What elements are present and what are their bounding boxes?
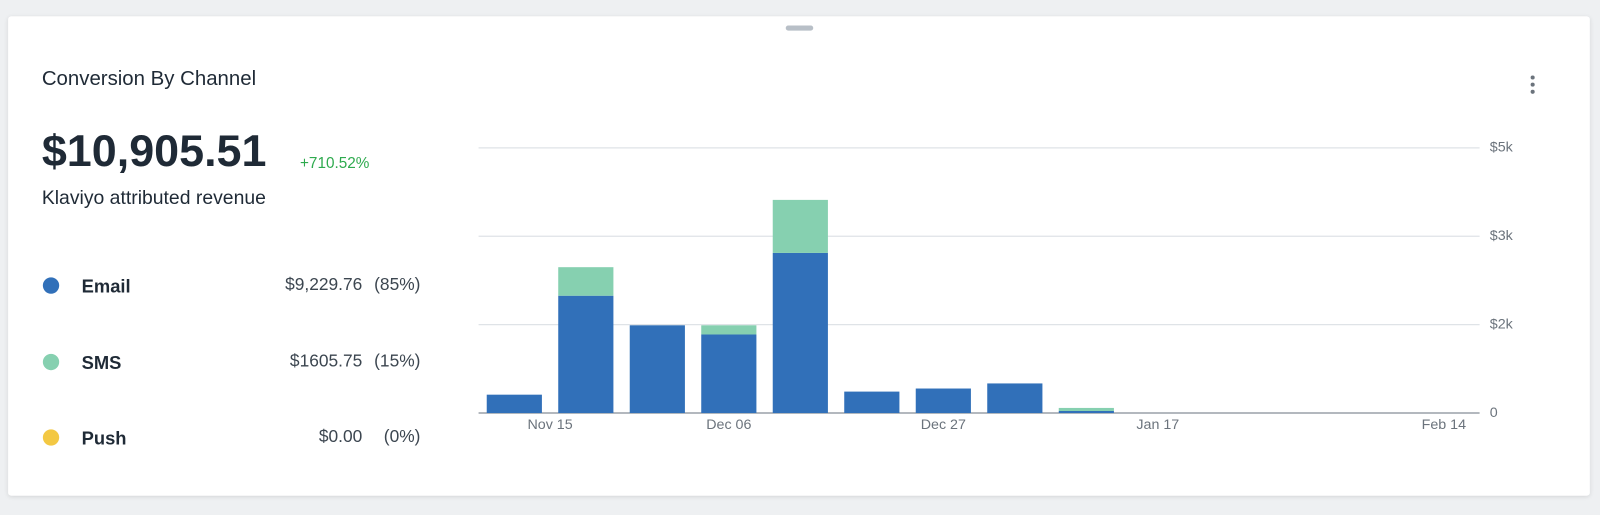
bar-segment xyxy=(844,391,900,414)
legend-name: SMS xyxy=(82,352,122,373)
legend-name: Push xyxy=(82,427,127,448)
channel-share: (85%) xyxy=(374,274,420,294)
bar-segment xyxy=(1058,407,1114,412)
channel-amount: $0.00 xyxy=(319,426,362,446)
bar-segment xyxy=(772,199,828,253)
y-tick-label: 0 xyxy=(1490,405,1498,421)
bar-segment xyxy=(629,325,685,414)
bar-segment xyxy=(558,295,614,414)
x-tick-label: Dec 27 xyxy=(921,417,966,433)
x-tick-label: Nov 15 xyxy=(527,417,572,433)
card-title: Conversion By Channel xyxy=(42,68,256,90)
total-revenue: $10,905.51 xyxy=(42,125,267,176)
bar-segment xyxy=(701,334,757,414)
channel-amount: $9,229.76 xyxy=(285,274,362,294)
legend-dot xyxy=(42,429,60,446)
channel-amount: $1605.75 xyxy=(290,351,362,371)
bar-segment xyxy=(1058,411,1114,414)
bar-segment xyxy=(558,267,614,296)
bar-segment xyxy=(987,383,1043,414)
more-menu[interactable] xyxy=(1530,75,1535,94)
y-tick-label: $5k xyxy=(1490,140,1514,156)
channel-share: (15%) xyxy=(374,351,420,371)
legend-dot xyxy=(42,353,60,371)
legend-name: Email xyxy=(82,275,131,296)
y-tick-label: $3k xyxy=(1490,228,1514,244)
y-tick-label: $2k xyxy=(1490,316,1514,332)
bar-segment xyxy=(772,252,828,414)
legend-dot xyxy=(42,277,60,294)
bar-segment xyxy=(486,394,542,414)
menu-dot xyxy=(1530,82,1535,87)
x-tick-label: Jan 17 xyxy=(1136,417,1179,433)
x-tick-label: Dec 06 xyxy=(706,417,751,433)
x-tick-label: Feb 14 xyxy=(1422,417,1466,433)
change-percent: +710.52% xyxy=(300,155,370,172)
menu-dot xyxy=(1530,89,1535,94)
bar-segment xyxy=(915,388,971,414)
menu-dot xyxy=(1530,75,1535,80)
drag-handle[interactable] xyxy=(785,25,814,31)
revenue-label: Klaviyo attributed revenue xyxy=(42,187,266,209)
channel-share: (0%) xyxy=(384,426,421,446)
bar-segment xyxy=(701,325,757,335)
